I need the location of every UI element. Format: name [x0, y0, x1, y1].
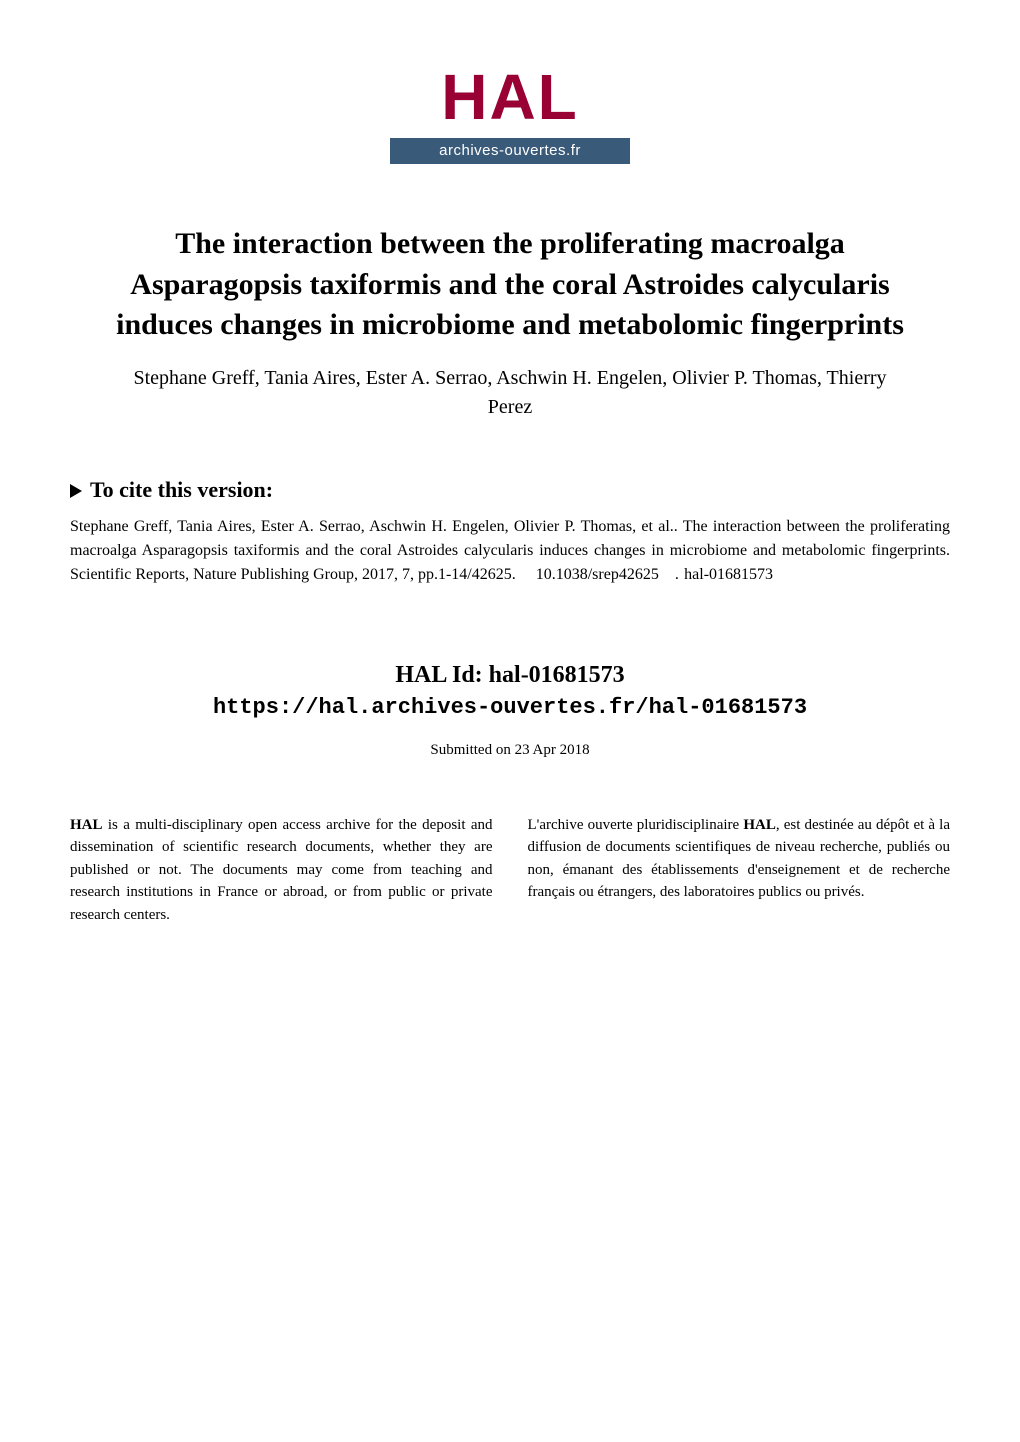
hal-logo: HAL archives-ouvertes.fr: [390, 60, 630, 164]
description-column-english: HAL is a multi-disciplinary open access …: [70, 814, 493, 927]
hal-logo-subtext: archives-ouvertes.fr: [390, 138, 630, 164]
description-columns: HAL is a multi-disciplinary open access …: [70, 814, 950, 927]
hal-bold-fr: HAL: [743, 817, 776, 833]
hal-identifier-block: HAL Id: hal-01681573 https://hal.archive…: [70, 662, 950, 720]
paper-title: The interaction between the proliferatin…: [90, 224, 930, 346]
cite-heading-text: To cite this version:: [90, 477, 273, 502]
hal-logo-block: HAL archives-ouvertes.fr: [70, 60, 950, 164]
description-column-french: L'archive ouverte pluridisciplinaire HAL…: [528, 814, 951, 927]
hal-id: HAL Id: hal-01681573: [70, 662, 950, 689]
hal-url[interactable]: https://hal.archives-ouvertes.fr/hal-016…: [70, 695, 950, 720]
citation-text: Stephane Greff, Tania Aires, Ester A. Se…: [70, 515, 950, 587]
hal-bold-en: HAL: [70, 817, 103, 833]
submitted-date: Submitted on 23 Apr 2018: [70, 742, 950, 759]
description-prefix-fr: L'archive ouverte pluridisciplinaire: [528, 817, 744, 833]
hal-logo-text: HAL: [390, 60, 630, 134]
triangle-right-icon: [70, 484, 82, 498]
cite-heading: To cite this version:: [70, 477, 950, 503]
author-list: Stephane Greff, Tania Aires, Ester A. Se…: [110, 364, 910, 422]
description-text-en: is a multi-disciplinary open access arch…: [70, 817, 493, 923]
